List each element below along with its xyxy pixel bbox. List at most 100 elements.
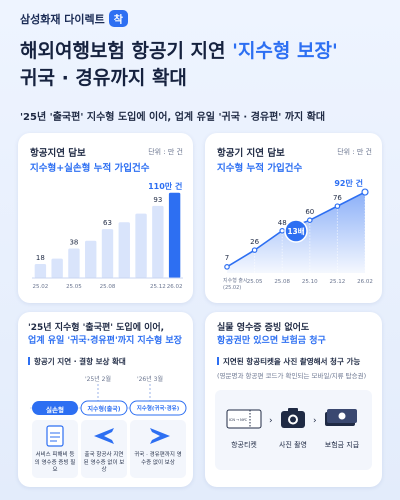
left-chart-subtitle: 지수형+실손형 누적 가입건수 (30, 163, 150, 174)
pill-2-bg (80, 400, 128, 416)
claim-note-bar (217, 357, 219, 365)
headline: 해외여행보험 항공기 지연 '지수형 보장' 귀국 · 경유까지 확대 (20, 38, 390, 91)
bar-0 (34, 264, 47, 278)
right-chart-subtitle: 지수형 누적 가입건수 (217, 163, 303, 174)
point-3 (307, 217, 313, 224)
left-chart-title: 항공지연 담보 (30, 148, 86, 159)
x-tick-1: 25.05 (247, 279, 263, 285)
point-label-1: 26 (250, 238, 259, 246)
claim-title-b: 항공권만 있으면 보험금 청구 (217, 336, 326, 347)
point-4 (334, 203, 341, 209)
bar-label-7: 93 (153, 196, 162, 204)
arrow-icon-1: › (269, 416, 273, 426)
headline-line2: 귀국 · 경유까지 확대 (20, 66, 187, 89)
left-chart-card: 항공지연 담보 지수형+실손형 누적 가입건수 단위 : 만 건 18 25.02… (18, 133, 193, 303)
money-icon (325, 409, 357, 426)
desc-1: 서비스 피해비 등의 영수증 증빙 필요 (34, 452, 76, 474)
arrow-icon-2: › (313, 416, 317, 426)
x-tick-4: 25.08 (100, 284, 116, 290)
headline-line1-b: '지수형 보장' (232, 40, 338, 62)
bar-7 (152, 205, 164, 278)
left-chart-unit: 단위 : 만 건 (148, 148, 183, 156)
camera-icon (281, 408, 305, 428)
step-1-label: 항공티켓 (231, 441, 257, 449)
x-tick-0: 25.02 (33, 284, 49, 290)
point-label-4: 76 (333, 194, 342, 202)
plane-icon-2 (150, 428, 170, 444)
growth-badge (284, 219, 308, 243)
point-2 (279, 227, 286, 234)
bar-label-0: 18 (36, 254, 45, 262)
coverage-diagram (30, 384, 187, 478)
claim-card: 실물 영수증 증빙 없어도 항공권만 있으면 보험금 청구 지연된 항공티켓을 … (205, 312, 382, 487)
bar-2 (68, 248, 80, 278)
bar-3 (85, 240, 97, 278)
claim-title: 실물 영수증 증빙 없어도 항공권만 있으면 보험금 청구 (217, 322, 377, 348)
point-label-0: 7 (225, 254, 229, 262)
claim-flow: ICN → NYC › › (215, 390, 372, 470)
claim-flow-bg (215, 390, 372, 470)
right-area-chart: 26 25.05 48 25.08 60 25.10 76 25.12 92만 건 26.02 7 지… (223, 178, 373, 291)
bar-8 (168, 192, 181, 278)
x-tick-3: 25.10 (302, 279, 318, 285)
start-date: (25.02) (223, 285, 241, 291)
coverage-section-label: 항공기 지연 · 결항 보상 확대 (34, 357, 126, 366)
point-label-2: 48 (278, 219, 287, 227)
brand-name: 삼성화재 다이렉트 (20, 12, 105, 26)
point-5 (361, 188, 369, 196)
x-tick-4: 25.12 (330, 279, 346, 285)
brand: 삼성화재 다이렉트 착 (20, 10, 128, 27)
bar-4 (101, 229, 114, 278)
coverage-title: '25년 지수형 '출국편' 도입에 이어, 업계 유일 '귀국·경유편'까지 … (28, 322, 188, 348)
ticket-icon-text: ICN → NYC (229, 418, 248, 422)
x-tick-2: 25.05 (66, 284, 82, 290)
bar-6 (135, 213, 147, 278)
desc-2: 출국 항공사 지연된 영수증 없이 보상 (83, 452, 125, 474)
claim-title-a: 실물 영수증 증빙 없어도 (217, 323, 310, 333)
claim-note: 지연된 항공티켓을 사진 촬영해서 청구 가능 (217, 356, 377, 367)
coverage-section-bar (28, 357, 30, 365)
subhead: '25년 '출국편' 지수형 도입에 이어, 업계 유일 '귀국 · 경유편' … (20, 112, 326, 123)
pill-1-label: 실손형 (46, 406, 64, 414)
step-2-label: 사진 촬영 (279, 441, 307, 449)
date-label-2: '26년 3월 (136, 376, 164, 383)
desc-3: 귀국 · 경유편까지 영수증 없이 보상 (134, 452, 182, 466)
step-box-1 (32, 420, 78, 478)
pill-1-bg (32, 401, 78, 415)
brand-badge: 착 (108, 10, 128, 27)
bar-1 (51, 258, 63, 278)
bar-5 (118, 222, 130, 278)
pill-3-label: 지수형(귀국·경유) (136, 406, 180, 412)
clipboard-icon (46, 425, 64, 447)
x-tick-7: 25.12 (150, 284, 166, 290)
x-tick-5: 26.02 (357, 279, 373, 285)
right-chart-title: 항공기 지연 담보 (217, 148, 285, 159)
bar-label-4: 63 (103, 219, 112, 227)
point-1 (251, 247, 258, 253)
pill-2-label: 지수형(출국) (87, 406, 121, 413)
right-chart-unit: 단위 : 만 건 (337, 148, 372, 156)
bar-label-8: 110만 건 (148, 181, 182, 191)
step-box-2 (81, 420, 127, 478)
coverage-title-a: '25년 지수형 '출국편' 도입에 이어, (28, 323, 165, 333)
pill-3-bg (129, 400, 187, 416)
right-chart-card: 항공기 지연 담보 지수형 누적 가입건수 단위 : 만 건 26 25.05 48… (205, 133, 382, 303)
claim-note-sub: (영문명과 항공편 코드가 확인되는 모바일/지류 탑승권) (217, 372, 367, 380)
claim-note-text: 지연된 항공티켓을 사진 촬영해서 청구 가능 (223, 357, 361, 366)
x-tick-8: 26.02 (167, 284, 183, 290)
bar-label-2: 38 (69, 239, 78, 247)
left-bar-chart: 18 25.02 38 25.05 63 25.08 93 25.12 110만 건 26.02 (32, 181, 183, 290)
point-label-5: 92만 건 (334, 178, 363, 188)
x-tick-2: 25.08 (274, 279, 290, 285)
date-label-1: '25년 2월 (84, 376, 112, 383)
ticket-icon (226, 409, 262, 429)
step-3-label: 보험금 지급 (324, 441, 360, 449)
coverage-section: 항공기 지연 · 결항 보상 확대 (28, 356, 126, 367)
growth-badge-text: 13배 (287, 226, 304, 236)
coverage-card: '25년 지수형 '출국편' 도입에 이어, 업계 유일 '귀국·경유편'까지 … (18, 312, 193, 487)
plane-icon-1 (94, 428, 114, 444)
coverage-title-b: 업계 유일 '귀국·경유편'까지 지수형 보장 (28, 336, 182, 347)
point-0 (224, 264, 230, 270)
start-note: 지수형 출시 (223, 277, 248, 284)
step-box-3 (130, 420, 186, 478)
